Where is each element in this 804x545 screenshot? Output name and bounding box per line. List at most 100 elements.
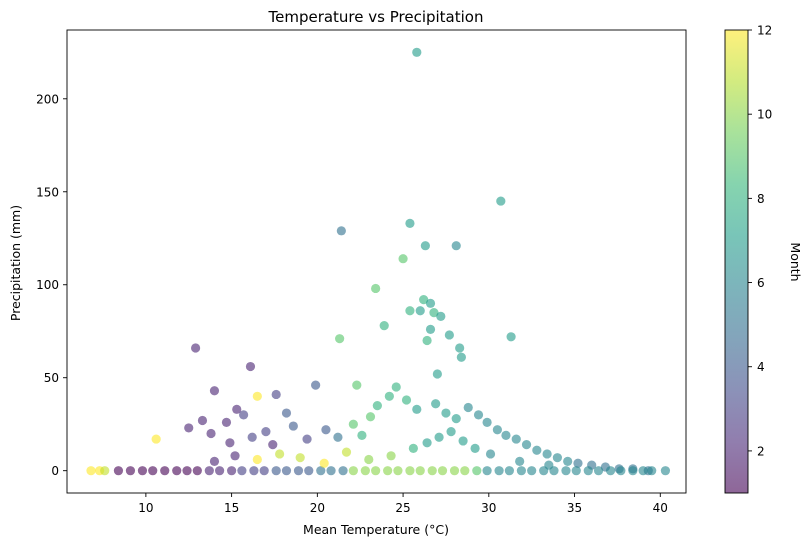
- scatter-point: [172, 466, 182, 476]
- scatter-point: [515, 456, 525, 466]
- scatter-point: [593, 466, 604, 476]
- colorbar: [724, 29, 749, 494]
- y-axis-label: Precipitation (mm): [8, 205, 23, 321]
- scatter-point: [425, 298, 436, 308]
- colorbar-tick-label: 4: [757, 360, 765, 374]
- scatter-point: [148, 466, 158, 476]
- scatter-point: [458, 436, 468, 446]
- scatter-point: [281, 408, 292, 418]
- scatter-point: [516, 466, 526, 476]
- scatter-point: [412, 47, 422, 57]
- colorbar-tick-label: 8: [757, 192, 765, 206]
- scatter-point: [456, 352, 466, 362]
- scatter-point: [206, 428, 216, 439]
- scatter-point: [446, 427, 456, 437]
- scatter-point: [408, 443, 418, 453]
- scatter-point: [261, 427, 271, 437]
- scatter-point: [420, 241, 430, 251]
- scatter-point: [544, 460, 554, 470]
- scatter-point: [552, 453, 562, 463]
- scatter-point: [288, 421, 298, 431]
- scatter-point: [660, 466, 671, 476]
- chart-title: Temperature vs Precipitation: [267, 8, 483, 26]
- scatter-point: [379, 321, 389, 331]
- scatter-point: [398, 254, 408, 264]
- scatter-point: [192, 466, 202, 476]
- scatter-point: [451, 414, 461, 424]
- y-tick-label: 100: [36, 278, 59, 292]
- scatter-point: [151, 434, 161, 444]
- scatter-point: [209, 386, 220, 396]
- scatter-point: [571, 466, 581, 476]
- colorbar-tick-label: 2: [757, 444, 765, 458]
- scatter-point: [563, 456, 573, 466]
- scatter-point: [316, 466, 326, 476]
- scatter-point: [249, 466, 259, 476]
- scatter-point: [137, 466, 148, 476]
- scatter-point: [372, 401, 382, 411]
- scatter-point: [638, 466, 648, 476]
- scatter-point: [184, 423, 194, 433]
- scatter-point: [427, 466, 437, 476]
- scatter-point: [113, 466, 124, 476]
- scatter-point: [429, 308, 439, 318]
- scatter-point: [455, 343, 465, 353]
- scatter-point: [311, 380, 321, 390]
- y-tick-label: 50: [44, 371, 59, 385]
- scatter-point: [473, 410, 484, 420]
- scatter-point: [444, 330, 454, 340]
- scatter-point: [100, 466, 110, 476]
- plot-area-frame: [66, 29, 687, 494]
- scatter-point: [293, 466, 304, 476]
- scatter-point: [333, 432, 343, 442]
- scatter-point: [215, 466, 225, 476]
- scatter-point: [360, 466, 370, 476]
- scatter-point: [348, 419, 358, 429]
- scatter-point: [336, 226, 346, 236]
- scatter-point: [628, 466, 638, 476]
- scatter-point: [182, 466, 192, 476]
- scatter-point: [191, 343, 201, 353]
- colorbar-tick-label: 6: [757, 276, 765, 290]
- scatter-point: [268, 440, 278, 450]
- colorbar-ticks: 2 4 6 8 10 12: [748, 24, 772, 458]
- scatter-point: [391, 382, 401, 392]
- scatter-point: [335, 334, 345, 344]
- x-tick-label: 30: [481, 501, 496, 515]
- y-tick-label: 200: [36, 92, 59, 106]
- scatter-point: [405, 218, 415, 228]
- scatter-point: [247, 432, 257, 442]
- scatter-point: [232, 404, 242, 414]
- scatter-point: [605, 466, 616, 476]
- scatter-point: [237, 466, 247, 476]
- scatter-point: [506, 332, 516, 342]
- scatter-point: [86, 466, 96, 476]
- scatter-point: [319, 458, 329, 468]
- x-tick-label: 35: [567, 501, 582, 515]
- scatter-point: [384, 391, 394, 401]
- scatter-point: [504, 466, 514, 476]
- scatter-point: [412, 404, 422, 414]
- scatter-point: [482, 466, 492, 476]
- scatter-point: [371, 283, 381, 294]
- scatter-point: [472, 466, 482, 476]
- scatter-point: [405, 306, 415, 316]
- scatter-point: [302, 434, 312, 444]
- scatter-point: [348, 466, 358, 476]
- scatter-point: [441, 408, 451, 418]
- scatter-point: [583, 466, 593, 476]
- scatter-point: [532, 445, 542, 455]
- x-tick-label: 40: [653, 501, 668, 515]
- scatter-point: [501, 430, 511, 440]
- scatter-point: [271, 389, 281, 400]
- scatter-point: [415, 306, 425, 316]
- scatter-point: [492, 425, 502, 435]
- scatter-point: [573, 458, 583, 468]
- y-axis-ticks: 0 50 100 150 200: [36, 92, 67, 478]
- scatter-point: [431, 399, 441, 409]
- scatter-point: [647, 466, 657, 476]
- scatter-point: [321, 425, 331, 435]
- scatter-point: [527, 466, 537, 476]
- scatter-point: [449, 466, 460, 476]
